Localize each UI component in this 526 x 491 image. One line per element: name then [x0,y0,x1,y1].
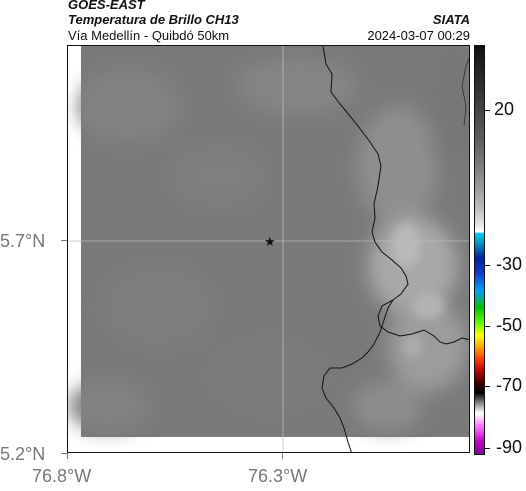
department-boundary-south [321,299,394,452]
map-canvas: ★ [68,46,469,452]
colorbar-tick-mark [485,386,490,387]
department-boundary-east [322,46,469,345]
y-tick-label: 5.2°N [0,444,46,464]
location-marker-star[interactable]: ★ [264,235,276,250]
satellite-map[interactable]: ★ [67,45,470,453]
colorbar-tick-mark [485,110,490,111]
cloud-highlights [392,224,444,358]
colorbar-tick-mark [485,448,490,449]
satellite-title: GOES-EAST [68,0,145,12]
colorbar-tick-label: 20 [494,99,515,119]
x-tick-label: 76.3°W [248,466,308,486]
colorbar-tick-label: -70 [496,375,523,395]
x-tick-mark [67,453,68,459]
colorbar-tick-label: -90 [496,437,523,457]
temperature-colorbar [474,45,485,455]
y-tick-mark [61,240,67,241]
colorbar-tick-mark [485,326,490,327]
datetime-label: 2024-03-07 00:29 [367,28,470,43]
colorbar-tick-label: -50 [496,315,523,335]
agency-label: SIATA [432,12,470,27]
x-tick-mark [282,453,283,459]
colorbar-tick-label: -30 [496,254,523,274]
y-tick-mark [61,453,67,454]
product-title: Temperatura de Brillo CH13 [68,12,239,27]
x-tick-label: 76.8°W [32,466,92,486]
colorbar-tick-mark [485,265,490,266]
y-tick-label: 5.7°N [0,231,46,251]
boundary-fragment [461,57,469,127]
cloud-texture [68,46,469,431]
region-label: Vía Medellín - Quibdó 50km [68,28,230,43]
